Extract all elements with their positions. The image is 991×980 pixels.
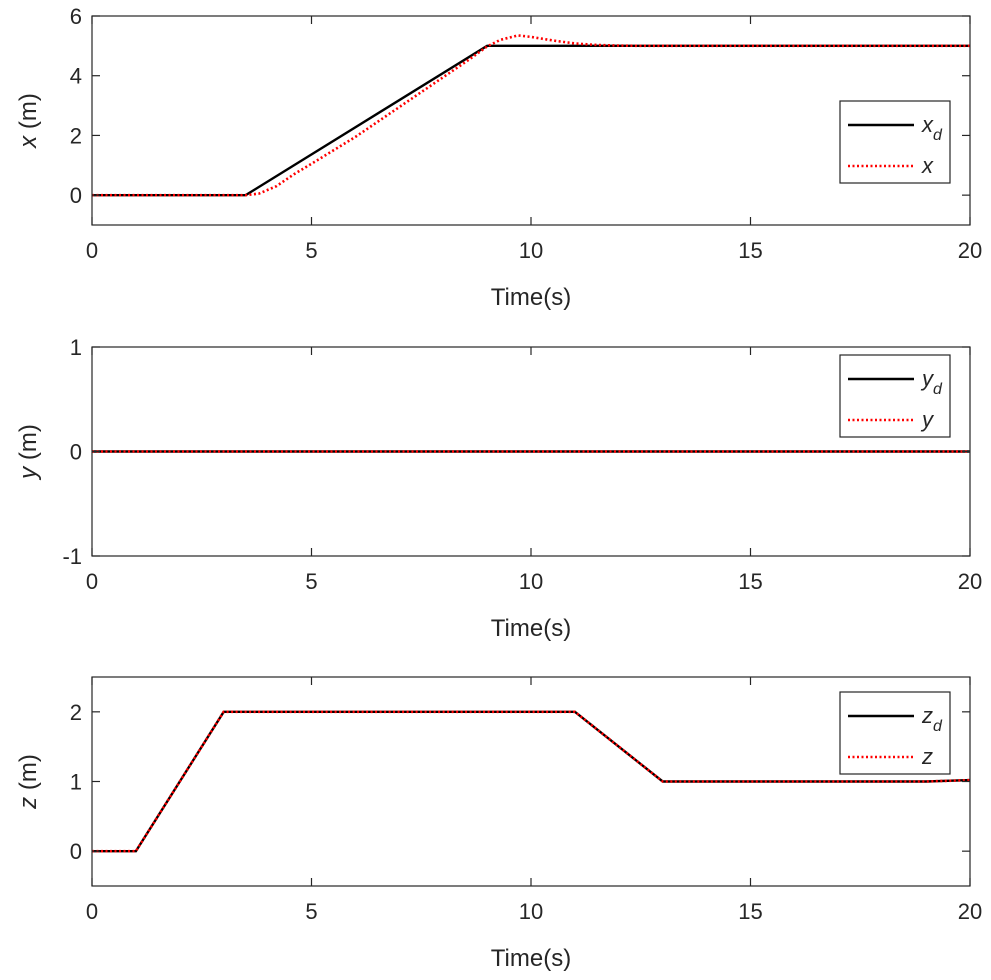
legend-label: x bbox=[921, 153, 934, 178]
x-tick-label: 10 bbox=[519, 569, 543, 594]
legend-label-subscript: d bbox=[933, 718, 943, 735]
legend-label: xd bbox=[921, 112, 943, 144]
legend-label: z bbox=[921, 744, 933, 769]
legend-label-main: z bbox=[921, 744, 933, 769]
y-axis-label: y (m) bbox=[15, 424, 42, 481]
y-tick-label: 1 bbox=[70, 770, 82, 795]
legend-box bbox=[839, 100, 951, 184]
x-tick-label: 0 bbox=[86, 569, 98, 594]
legend-box bbox=[839, 354, 951, 438]
x-tick-label: 10 bbox=[519, 238, 543, 263]
x-tick-label: 0 bbox=[86, 899, 98, 924]
legend-label-main: x bbox=[921, 153, 934, 178]
x-tick-label: 20 bbox=[958, 569, 982, 594]
y-axis-label-variable: y bbox=[15, 465, 42, 481]
x-tick-label: 5 bbox=[305, 569, 317, 594]
y-tick-label: -1 bbox=[62, 544, 82, 569]
y-axis-label-variable: x bbox=[15, 135, 42, 149]
legend-label: zd bbox=[921, 703, 943, 735]
y-tick-label: 0 bbox=[70, 183, 82, 208]
x-tick-label: 20 bbox=[958, 238, 982, 263]
x-tick-label: 15 bbox=[738, 899, 762, 924]
y-tick-label: 4 bbox=[70, 64, 82, 89]
legend-label: yd bbox=[920, 366, 943, 398]
y-tick-label: 6 bbox=[70, 4, 82, 29]
y-tick-label: 2 bbox=[70, 123, 82, 148]
y-axis-label-variable: z bbox=[15, 797, 42, 810]
y-axis-label-unit: (m) bbox=[15, 754, 42, 797]
y-axis-label-unit: (m) bbox=[15, 93, 42, 136]
legend: ydy bbox=[839, 354, 951, 438]
x-tick-label: 5 bbox=[305, 238, 317, 263]
legend-label-main: x bbox=[921, 112, 934, 137]
x-tick-label: 5 bbox=[305, 899, 317, 924]
legend-label-subscript: d bbox=[933, 127, 943, 144]
y-tick-label: 2 bbox=[70, 700, 82, 725]
legend-label-main: y bbox=[920, 407, 935, 432]
legend: zdz bbox=[839, 691, 951, 775]
x-axis-label: Time(s) bbox=[491, 945, 571, 972]
y-axis-label-unit: (m) bbox=[15, 424, 42, 467]
series-line-z bbox=[92, 710, 970, 853]
x-tick-label: 0 bbox=[86, 238, 98, 263]
y-axis-label: z (m) bbox=[15, 754, 42, 810]
y-tick-label: 0 bbox=[70, 440, 82, 465]
x-axis-label: Time(s) bbox=[491, 284, 571, 311]
x-tick-label: 15 bbox=[738, 569, 762, 594]
x-tick-label: 10 bbox=[519, 899, 543, 924]
legend-box bbox=[839, 691, 951, 775]
y-axis-label: x (m) bbox=[15, 93, 42, 149]
x-tick-label: 20 bbox=[958, 899, 982, 924]
legend-label: y bbox=[920, 407, 935, 432]
legend-label-main: y bbox=[920, 366, 935, 391]
x-axis-label: Time(s) bbox=[491, 615, 571, 642]
legend-label-main: z bbox=[921, 703, 933, 728]
x-tick-label: 15 bbox=[738, 238, 762, 263]
legend-label-subscript: d bbox=[933, 381, 943, 398]
y-tick-label: 1 bbox=[70, 335, 82, 360]
y-tick-label: 0 bbox=[70, 839, 82, 864]
legend: xdx bbox=[839, 100, 951, 184]
